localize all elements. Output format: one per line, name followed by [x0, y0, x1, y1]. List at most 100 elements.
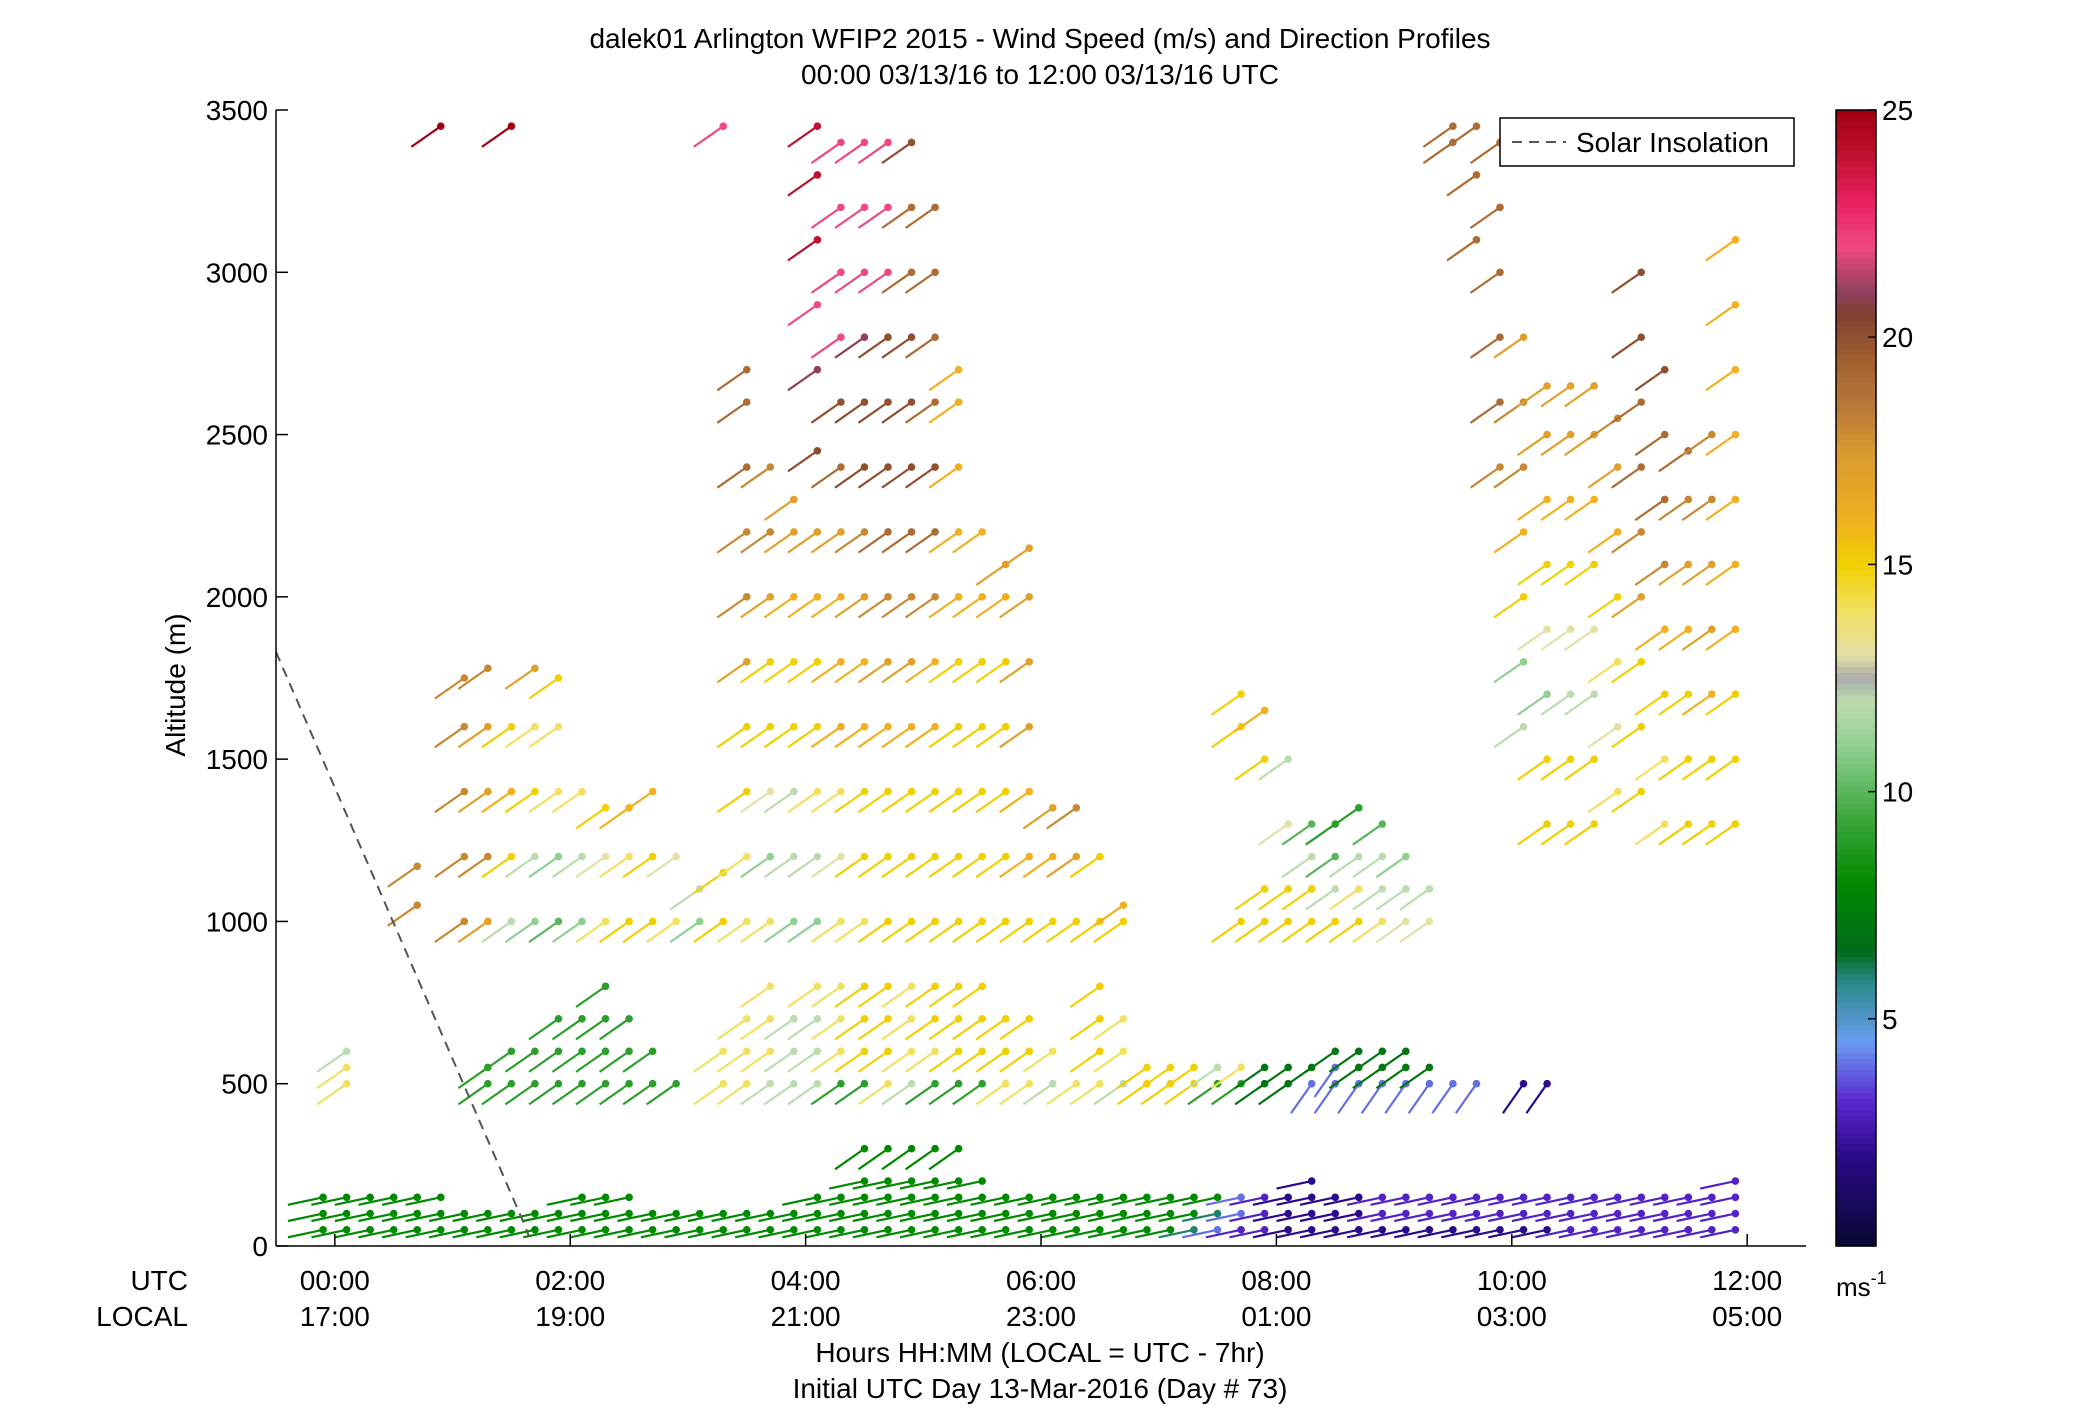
wind-barb-shaft	[952, 595, 983, 619]
wind-barb-point	[342, 1047, 351, 1056]
wind-barb-point	[860, 722, 869, 731]
wind-barb-shaft	[1634, 563, 1666, 586]
wind-barb-shaft	[598, 1017, 630, 1041]
wind-barb-shaft	[857, 985, 889, 1008]
colorbar-band	[1836, 1223, 1876, 1230]
wind-barb-point	[1590, 1225, 1598, 1234]
wind-barb-shaft	[405, 1228, 441, 1239]
wind-barb-shaft	[316, 1066, 348, 1090]
wind-barb-shaft	[1464, 1212, 1501, 1223]
wind-barb-point	[1731, 1193, 1740, 1202]
wind-barb-point	[954, 365, 963, 374]
wind-barb-point	[719, 1047, 728, 1056]
colorbar-unit-label: ms-1	[1836, 1268, 1887, 1302]
x-tick-label-utc: 10:00	[1477, 1265, 1547, 1296]
wind-barb-shaft	[358, 1212, 394, 1223]
wind-barb-point	[884, 982, 892, 991]
colorbar-band	[1836, 854, 1876, 861]
wind-barb-point	[907, 268, 916, 277]
wind-barb-point	[1166, 1063, 1175, 1072]
wind-barb-point	[813, 982, 822, 991]
wind-barb-shaft	[1634, 433, 1666, 457]
wind-barb-point	[1284, 820, 1292, 828]
y-tick-label: 500	[221, 1069, 268, 1100]
wind-barb-shaft	[358, 1196, 394, 1206]
wind-barb-shaft	[499, 1212, 536, 1223]
wind-barb-point	[837, 1209, 845, 1218]
wind-barb-point	[860, 1177, 869, 1185]
wind-barb-point	[1260, 755, 1269, 763]
wind-barb-shaft	[787, 531, 819, 554]
wind-barb-shaft	[617, 1212, 653, 1223]
wind-barb-shaft	[311, 1196, 347, 1206]
wind-barb-point	[648, 1079, 657, 1088]
wind-barb-point	[742, 463, 751, 471]
wind-barb-shaft	[881, 531, 913, 554]
wind-barb-shaft	[617, 1228, 653, 1239]
colorbar-band	[1836, 1126, 1876, 1133]
colorbar-band	[1836, 223, 1876, 230]
wind-barb-shaft	[575, 855, 607, 879]
wind-barb-shaft	[928, 401, 960, 424]
wind-barb-shaft	[952, 1050, 983, 1073]
wind-barb-point	[601, 917, 610, 926]
wind-barb-point	[648, 787, 657, 796]
colorbar-band	[1836, 376, 1876, 384]
colorbar-band	[1836, 1024, 1876, 1031]
wind-barb-point	[1096, 1193, 1104, 1202]
wind-barb-point	[601, 982, 610, 991]
wind-barb-shaft	[1046, 806, 1077, 830]
wind-barb-point	[1519, 528, 1528, 536]
colorbar-band	[1836, 558, 1876, 565]
wind-barb-shaft	[810, 660, 842, 684]
wind-barb-point	[884, 1079, 892, 1088]
wind-barb-shaft	[334, 1228, 371, 1239]
wind-barb-shaft	[881, 790, 913, 814]
wind-barb-shaft	[999, 595, 1030, 619]
wind-barb-shaft	[810, 271, 842, 294]
colorbar-band	[1836, 768, 1876, 776]
wind-barb-point	[1048, 804, 1057, 812]
wind-barb-point	[1378, 917, 1387, 926]
wind-barb-point	[1001, 787, 1010, 796]
wind-barb-shaft	[475, 1212, 512, 1223]
wind-barb-point	[1025, 544, 1034, 552]
wind-barb-point	[1708, 560, 1716, 569]
colorbar-band	[1836, 524, 1876, 531]
colorbar-band	[1836, 666, 1876, 673]
wind-barb-point	[1307, 1177, 1316, 1185]
wind-barb-point	[766, 463, 775, 471]
wind-barb-shaft	[975, 920, 1007, 944]
wind-barb-point	[907, 203, 916, 212]
wind-barb-shaft	[1352, 855, 1383, 879]
wind-barb-shaft	[857, 920, 889, 944]
wind-barb-point	[366, 1193, 374, 1202]
wind-barb-point	[1684, 625, 1693, 634]
wind-barb-point	[554, 917, 563, 926]
wind-barb-shaft	[876, 1212, 912, 1223]
wind-barb-shaft	[975, 790, 1007, 814]
wind-barb-shaft	[457, 1082, 489, 1106]
wind-barb-point	[1096, 982, 1104, 991]
wind-barb-shaft	[1705, 563, 1737, 586]
wind-barb-shaft	[881, 271, 913, 294]
wind-barb-shaft	[598, 1082, 630, 1106]
wind-barb-point	[837, 268, 845, 277]
wind-barb-point	[884, 268, 892, 277]
wind-barb-shaft	[1370, 1196, 1407, 1206]
wind-barb-shaft	[504, 725, 536, 749]
wind-barb-shaft	[1516, 758, 1548, 781]
wind-barb-point	[954, 528, 963, 536]
wind-barb-shaft	[787, 920, 819, 944]
y-tick-label: 2500	[206, 420, 268, 451]
colorbar-band	[1836, 405, 1876, 412]
wind-barb-shaft	[570, 1196, 606, 1206]
wind-barb-shaft	[1511, 1228, 1548, 1239]
wind-barb-shaft	[1069, 1017, 1101, 1041]
wind-barb-point	[884, 138, 892, 147]
wind-barb-point	[1566, 625, 1575, 634]
wind-barb-point	[1731, 300, 1740, 309]
colorbar-band	[1836, 530, 1876, 537]
wind-barb-point	[1543, 1079, 1551, 1088]
wind-barb-point	[601, 1193, 610, 1202]
